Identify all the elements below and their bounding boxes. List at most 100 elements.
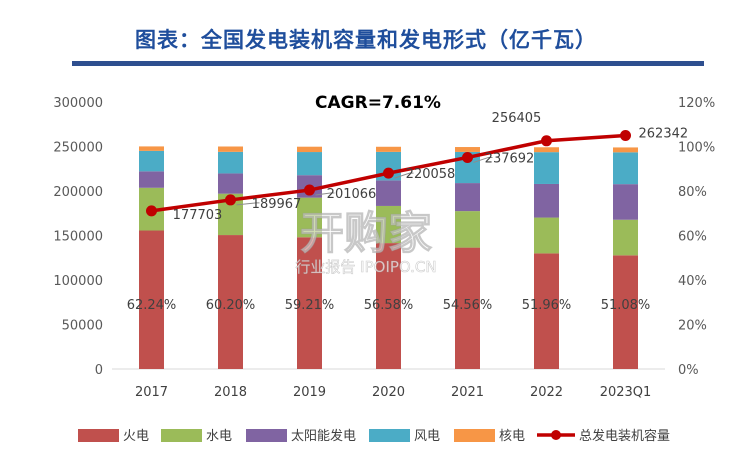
legend-swatch — [454, 429, 495, 442]
y-right-tick-label: 120% — [678, 96, 715, 111]
y-right-tick-label: 0% — [678, 363, 699, 378]
watermark-main: 开购家 — [300, 208, 432, 259]
bar-segment — [218, 173, 243, 194]
total-point — [462, 151, 473, 163]
total-label: 256405 — [492, 111, 542, 126]
total-point — [383, 167, 394, 179]
bar-segment — [297, 146, 322, 153]
bar-segment — [534, 217, 559, 254]
bars — [139, 146, 638, 369]
y-left-tick-label: 200000 — [53, 185, 103, 200]
x-tick-label: 2019 — [293, 385, 326, 400]
bar-segment — [534, 152, 559, 184]
legend-label: 风电 — [414, 429, 440, 444]
x-tick-label: 2017 — [135, 385, 168, 400]
total-point — [620, 130, 631, 142]
share-label: 62.24% — [127, 298, 177, 313]
bar-segment — [613, 147, 638, 153]
share-label: 59.21% — [285, 298, 335, 313]
share-label: 54.56% — [443, 298, 493, 313]
bar-segment — [455, 147, 480, 152]
bar-segment — [297, 237, 322, 369]
bar-segment — [534, 147, 559, 153]
bar-segment — [613, 152, 638, 185]
x-tick-label: 2022 — [530, 385, 563, 400]
leader-line — [236, 202, 260, 206]
total-label: 177703 — [173, 208, 223, 223]
watermark-sub: 行业报告 IPOIPO.CN — [295, 258, 436, 276]
legend-label: 水电 — [206, 429, 232, 444]
bar-segment — [139, 171, 164, 188]
bar-segment — [376, 180, 401, 206]
total-point — [146, 205, 157, 217]
bar-segment — [376, 243, 401, 369]
share-label: 51.08% — [601, 298, 651, 313]
y-left-tick-label: 250000 — [53, 141, 103, 156]
share-label: 51.96% — [522, 298, 572, 313]
total-line — [146, 130, 631, 217]
legend-swatch — [78, 429, 119, 442]
chart-title: 图表：全国发电装机容量和发电形式（亿千瓦） — [135, 28, 597, 52]
bar-segment — [455, 211, 480, 248]
bar-segment — [218, 151, 243, 174]
legend: 火电 水电 太阳能发电 风电 核电 总发电装机容量 — [78, 428, 670, 444]
total-point — [541, 135, 552, 147]
bar-segment — [534, 253, 559, 369]
legend-swatch — [246, 429, 287, 442]
bar-segment — [139, 230, 164, 369]
share-label: 56.58% — [364, 298, 414, 313]
y-right-tick-label: 80% — [678, 185, 707, 200]
y-right-tick-label: 20% — [678, 319, 707, 334]
bar-segment — [297, 152, 322, 176]
legend-label: 太阳能发电 — [291, 428, 356, 444]
y-left-tick-label: 300000 — [53, 96, 103, 111]
leader-line — [394, 172, 414, 179]
x-tick-label: 2020 — [372, 385, 405, 400]
axes: 0 50000 100000 150000 200000 250000 300000 0% 20… — [53, 96, 715, 400]
total-labels: 177703 189967 201066 220058 237692 256405 2623… — [173, 111, 688, 223]
y-left-tick-label: 0 — [95, 363, 103, 378]
total-point — [304, 184, 315, 196]
x-tick-label: 2018 — [214, 385, 247, 400]
leader-line — [315, 192, 335, 196]
bar-segment — [139, 150, 164, 172]
bar-segment — [218, 146, 243, 152]
legend-label: 总发电装机容量 — [579, 428, 670, 444]
legend-line-marker — [551, 430, 561, 440]
share-label: 60.20% — [206, 298, 256, 313]
total-label: 237692 — [485, 151, 535, 166]
bar-segment — [613, 184, 638, 220]
bar-segment — [218, 235, 243, 369]
bar-segment — [376, 205, 401, 244]
y-right-tick-label: 100% — [678, 141, 715, 156]
y-left-tick-label: 50000 — [62, 319, 103, 334]
bar-segment — [613, 219, 638, 256]
bar-segment — [534, 183, 559, 218]
leader-line — [473, 156, 493, 163]
bar-segment — [455, 183, 480, 212]
y-right-tick-label: 60% — [678, 230, 707, 245]
y-right-tick-label: 40% — [678, 274, 707, 289]
total-label: 189967 — [252, 197, 302, 212]
y-left-tick-label: 100000 — [53, 274, 103, 289]
total-label: 220058 — [406, 167, 456, 182]
bar-segment — [613, 255, 638, 369]
watermark: 开购家 行业报告 IPOIPO.CN — [295, 208, 437, 277]
legend-swatch — [161, 429, 202, 442]
share-labels: 62.24% 60.20% 59.21% 56.58% 54.56% 51.96% 51.0… — [127, 298, 651, 313]
legend-swatch — [369, 429, 410, 442]
bar-segment — [376, 146, 401, 152]
legend-label: 核电 — [499, 429, 525, 444]
x-tick-label: 2021 — [451, 385, 484, 400]
cagr-annotation: CAGR=7.61% — [315, 93, 441, 113]
title-underline — [72, 61, 704, 66]
bar-segment — [297, 197, 322, 238]
legend-label: 火电 — [123, 429, 149, 444]
total-label: 262342 — [639, 127, 689, 142]
bar-segment — [139, 146, 164, 151]
total-point — [225, 194, 236, 206]
total-label: 201066 — [327, 187, 377, 202]
y-left-tick-label: 150000 — [53, 230, 103, 245]
bar-segment — [455, 247, 480, 369]
